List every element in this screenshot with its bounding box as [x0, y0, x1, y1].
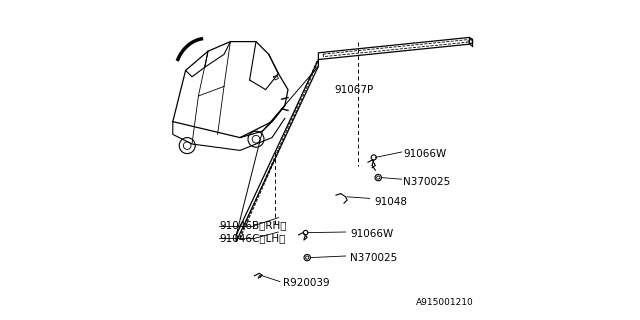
Text: 91046B〈RH〉: 91046B〈RH〉 — [219, 220, 287, 231]
Text: 91066W: 91066W — [403, 148, 447, 159]
Polygon shape — [274, 75, 278, 80]
Text: N370025: N370025 — [351, 252, 397, 263]
Text: 91067P: 91067P — [334, 84, 374, 95]
Text: 91048: 91048 — [374, 196, 408, 207]
Text: R920039: R920039 — [283, 278, 330, 288]
Text: N370025: N370025 — [403, 177, 451, 188]
Text: 91046C〈LH〉: 91046C〈LH〉 — [219, 233, 285, 244]
Polygon shape — [254, 273, 262, 278]
Text: 91066W: 91066W — [351, 228, 394, 239]
Text: A915001210: A915001210 — [416, 298, 474, 307]
